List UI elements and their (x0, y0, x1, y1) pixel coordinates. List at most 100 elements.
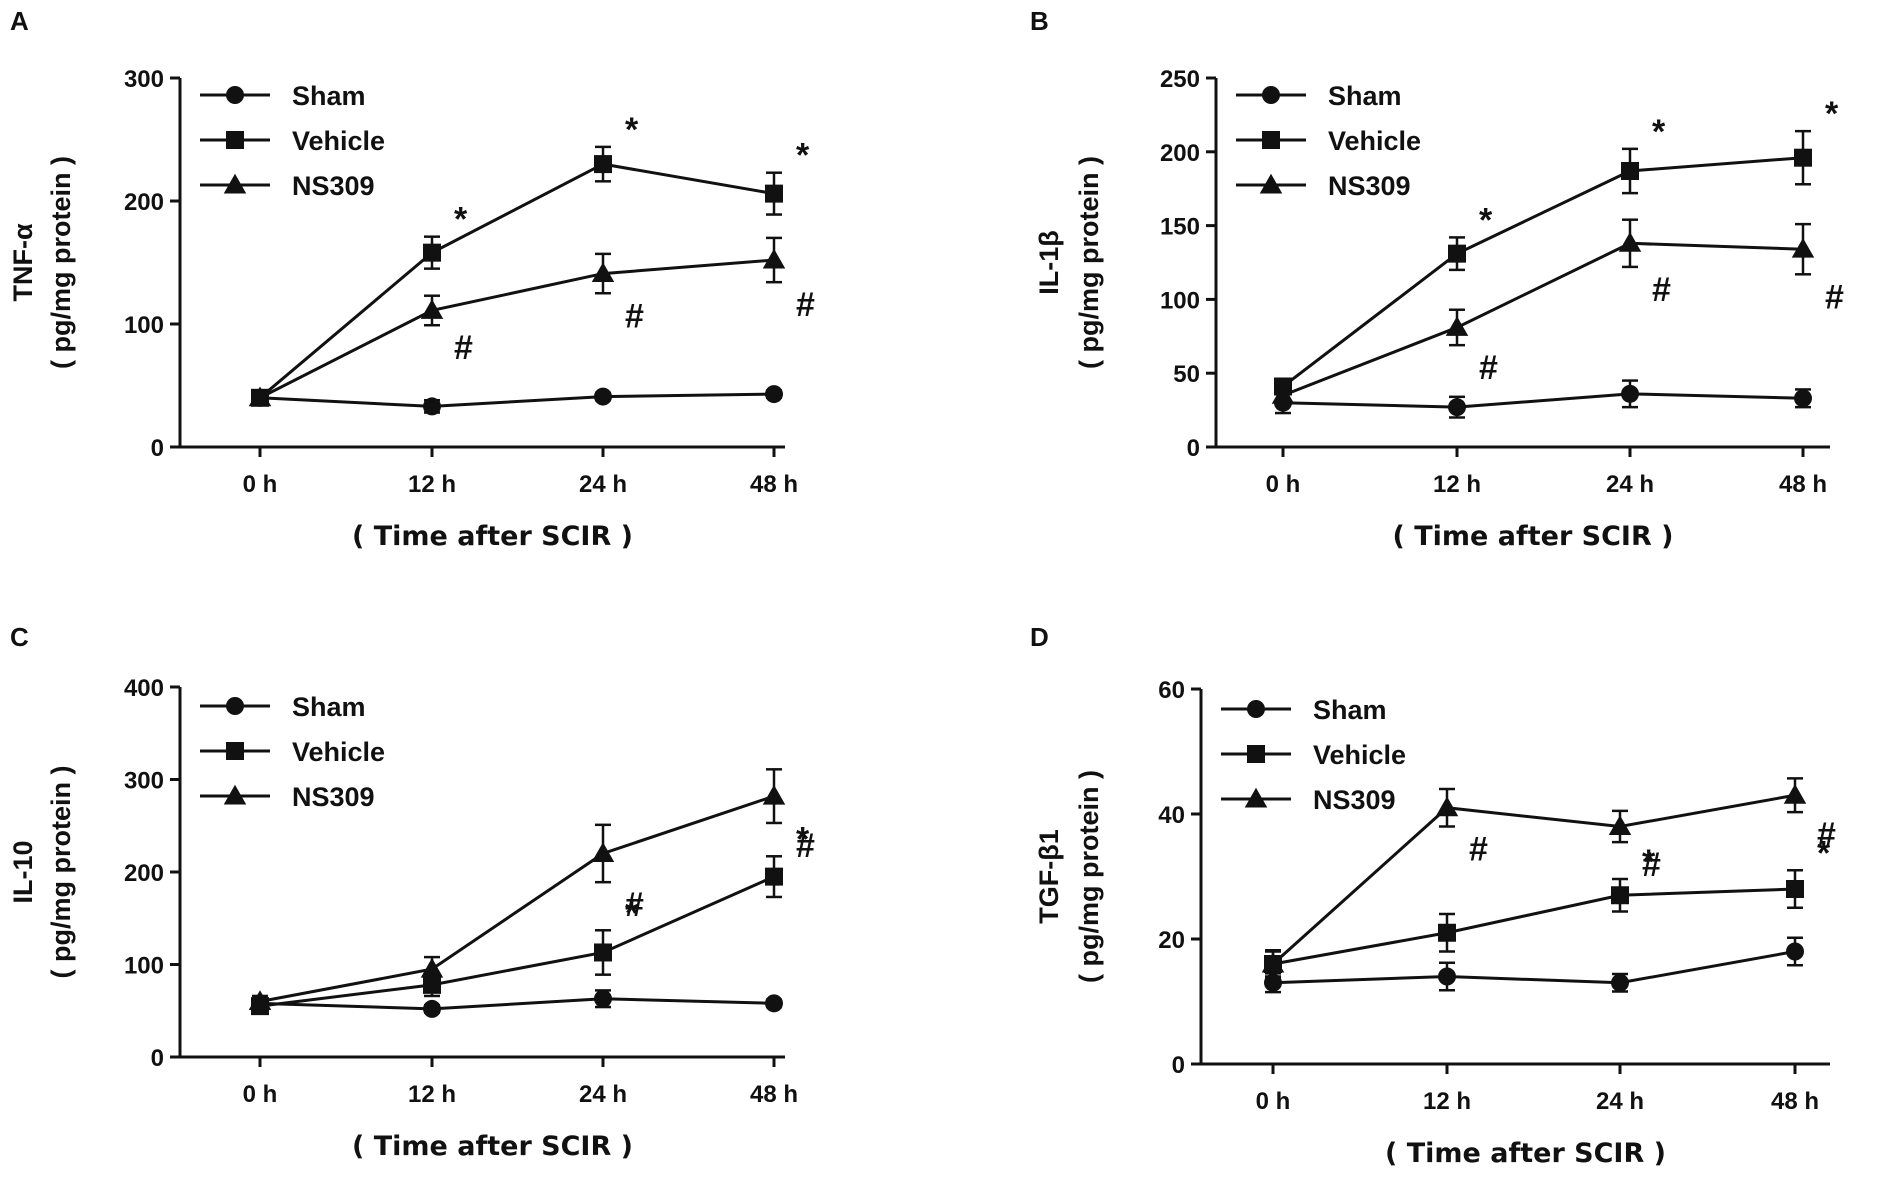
data-point (1611, 973, 1629, 992)
legend-label: Vehicle (1313, 740, 1406, 770)
y-tick-label: 50 (1173, 361, 1200, 388)
significance-mark: * (796, 820, 810, 858)
data-point (1783, 784, 1807, 804)
significance-mark: * (1479, 201, 1493, 239)
series-line (259, 258, 775, 400)
y-tick-label: 100 (124, 953, 164, 980)
x-axis-title: ( Time after SCIR ) (1393, 521, 1674, 552)
y-tick-label: 0 (151, 1045, 164, 1072)
panel-letter: B (1030, 6, 1049, 36)
y-axis-title: IL-1β (1034, 230, 1064, 294)
legend-label: NS309 (292, 171, 375, 201)
series-vehicle (251, 855, 783, 1016)
x-tick-label: 0 h (1266, 471, 1301, 498)
data-point (1448, 244, 1466, 263)
y-tick-label: 250 (1160, 66, 1200, 93)
y-tick-label: 20 (1158, 927, 1185, 954)
data-point (1438, 967, 1456, 986)
series-line (259, 875, 775, 1008)
data-point (1608, 815, 1632, 835)
y-tick-label: 40 (1158, 802, 1185, 829)
legend-label: Sham (1328, 81, 1402, 111)
x-tick-label: 12 h (1423, 1088, 1471, 1115)
significance-mark: # (796, 827, 815, 865)
y-tick-label: 300 (124, 768, 164, 795)
data-point (248, 386, 272, 407)
legend-item-sham: Sham (200, 692, 366, 722)
significance-mark: # (796, 286, 815, 324)
data-point (1794, 389, 1812, 408)
series-line (1272, 887, 1796, 966)
legend-item-vehicle: Vehicle (200, 126, 385, 156)
data-point (594, 387, 612, 406)
x-axis-title: ( Time after SCIR ) (352, 1131, 633, 1162)
data-point (1435, 796, 1459, 817)
y-tick-label: 400 (124, 675, 164, 702)
significance-mark: # (1825, 278, 1844, 316)
y-axis-unit: ( pg/mg protein ) (1074, 156, 1104, 369)
legend-label: Sham (1313, 695, 1387, 725)
series-vehicle (1264, 869, 1804, 979)
legend-item-vehicle: Vehicle (200, 737, 385, 767)
panel-letter: C (10, 622, 29, 652)
legend-marker (226, 697, 244, 715)
data-point (423, 243, 441, 262)
legend-item-sham: Sham (200, 81, 366, 111)
data-point (1791, 237, 1815, 258)
series-ns309 (248, 768, 786, 1010)
y-axis-title: TNF-α (8, 223, 38, 301)
significance-mark: * (796, 137, 810, 175)
legend-item-ns309: NS309 (1236, 171, 1411, 201)
legend-label: Sham (292, 692, 366, 722)
significance-mark: # (1817, 816, 1836, 854)
legend-marker (226, 742, 244, 760)
series-ns309 (1271, 218, 1815, 404)
legend-marker (223, 173, 247, 194)
legend-label: Sham (292, 81, 366, 111)
data-point (248, 990, 272, 1010)
legend: Sham Vehicle NS309 (200, 81, 385, 201)
panel-b: B 0 50 100 150 200 250 0 h 12 h 24 h 48 h ( Time af… (1030, 6, 1844, 552)
series-ns309 (1261, 777, 1807, 978)
x-tick-label: 12 h (1433, 471, 1481, 498)
data-point (420, 299, 444, 319)
series-line (259, 162, 775, 399)
x-tick-label: 48 h (750, 471, 798, 498)
x-tick-label: 12 h (408, 471, 456, 498)
data-point (765, 867, 783, 886)
legend-label: NS309 (292, 782, 375, 812)
data-point (594, 155, 612, 174)
y-axis-title: TGF-β1 (1034, 829, 1064, 923)
series-line (1271, 793, 1796, 966)
x-tick-label: 24 h (579, 471, 627, 498)
data-point (1621, 161, 1639, 180)
series-line (259, 997, 775, 1011)
series-sham (1274, 379, 1812, 419)
legend-label: NS309 (1313, 785, 1396, 815)
significance-mark: * (454, 201, 468, 239)
significance-mark: * (625, 894, 639, 932)
significance-mark: * (1817, 834, 1831, 872)
legend-item-sham: Sham (1236, 81, 1402, 111)
x-tick-label: 48 h (1771, 1088, 1819, 1115)
significance-mark: * (1825, 95, 1839, 133)
legend-marker (223, 784, 247, 805)
data-point (1786, 942, 1804, 961)
y-axis-title: IL-10 (8, 840, 38, 903)
significance-mark: * (1642, 843, 1656, 881)
data-point (1445, 316, 1469, 336)
y-tick-label: 60 (1158, 677, 1185, 704)
data-point (765, 994, 783, 1013)
series-line (259, 794, 775, 1003)
significance-mark: # (1642, 846, 1661, 884)
x-axis-title: ( Time after SCIR ) (352, 521, 633, 552)
legend-marker (1262, 86, 1280, 104)
y-tick-label: 0 (151, 435, 164, 462)
panel-letter: A (10, 6, 29, 36)
data-point (1794, 148, 1812, 167)
series-ns309 (248, 236, 786, 407)
series-sham (251, 989, 783, 1018)
y-tick-label: 0 (1172, 1052, 1185, 1079)
y-axis-unit: ( pg/mg protein ) (46, 766, 76, 979)
legend-marker (1244, 787, 1268, 808)
